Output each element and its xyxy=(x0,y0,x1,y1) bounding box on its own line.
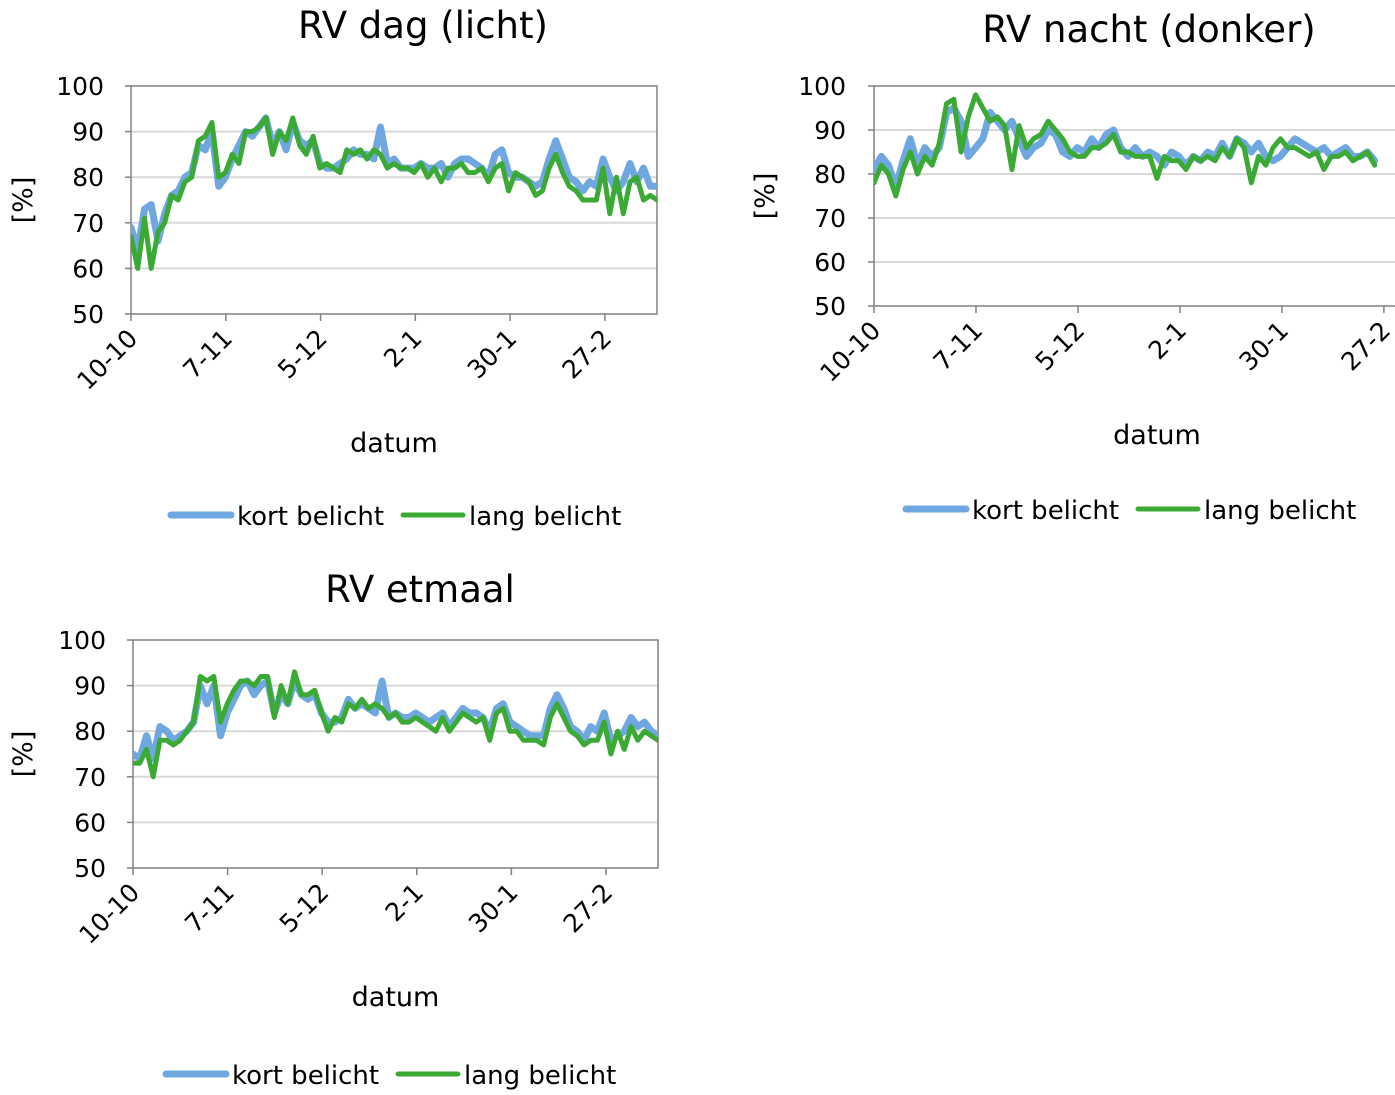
plot-area xyxy=(873,85,1395,307)
x-tick-label: 30-1 xyxy=(463,878,524,939)
y-axis-title: [%] xyxy=(8,177,39,224)
x-tick-label: 5-12 xyxy=(274,878,335,939)
x-tick-label: 7-11 xyxy=(179,878,240,939)
x-tick-label: 27-2 xyxy=(1336,316,1395,377)
chart-panel-rv-dag: RV dag (licht) 50 60 70 80 90 100 10-10 7-11 5-12… xyxy=(0,0,700,550)
x-axis-title: datum xyxy=(350,428,438,459)
x-tick-label: 5-12 xyxy=(1030,316,1091,377)
y-tick-label: 60 xyxy=(72,254,104,283)
y-tick-label: 100 xyxy=(798,72,846,101)
plot-area xyxy=(132,639,659,869)
x-tick-label: 30-1 xyxy=(1234,316,1295,377)
x-tick-label: 7-11 xyxy=(177,324,238,385)
x-tick-label: 7-11 xyxy=(928,316,989,377)
x-axis-title: datum xyxy=(1113,420,1201,451)
x-axis-title: datum xyxy=(352,982,440,1013)
x-tick-label: 5-12 xyxy=(272,324,333,385)
x-tick-label: 2-1 xyxy=(378,324,427,373)
chart-panel-rv-nacht: RV nacht (donker) 50 60 70 80 90 100 10-10 7-11 5… xyxy=(740,0,1395,550)
y-tick-label: 100 xyxy=(56,72,104,101)
y-axis-title: [%] xyxy=(8,731,39,778)
legend-label: lang belicht xyxy=(464,1061,616,1091)
y-tick-label: 70 xyxy=(814,204,846,233)
chart-title: RV etmaal xyxy=(325,568,515,611)
y-tick-label: 80 xyxy=(74,717,106,746)
plot-area xyxy=(130,85,658,315)
chart-svg: RV nacht (donker) 50 60 70 80 90 100 10-10 7-11 5… xyxy=(750,8,1395,526)
y-tick-label: 50 xyxy=(814,292,846,321)
legend-label: kort belicht xyxy=(237,502,384,532)
x-tick-label: 10-10 xyxy=(71,324,143,396)
y-tick-label: 60 xyxy=(74,808,106,837)
y-tick-label: 70 xyxy=(74,763,106,792)
legend: kort belicht lang belicht xyxy=(902,496,1356,526)
series-line-kort-belicht xyxy=(133,677,658,763)
y-tick-label: 90 xyxy=(74,672,106,701)
y-tick-label: 60 xyxy=(814,248,846,277)
series-line-lang-belicht xyxy=(133,669,658,780)
y-tick-label: 50 xyxy=(72,300,104,329)
y-axis-title: [%] xyxy=(750,173,781,220)
y-tick-label: 50 xyxy=(74,854,106,883)
legend: kort belicht lang belicht xyxy=(162,1061,616,1091)
chart-title: RV nacht (donker) xyxy=(982,8,1315,51)
chart-svg: RV etmaal 50 60 70 80 90 100 10-10 7-11 5-12 2-1 30… xyxy=(8,568,659,1091)
x-tick-label: 2-1 xyxy=(380,878,429,927)
x-tick-label: 2-1 xyxy=(1143,316,1192,365)
y-tick-label: 80 xyxy=(814,160,846,189)
series-line-lang-belicht xyxy=(874,92,1378,199)
legend-label: lang belicht xyxy=(1204,496,1356,526)
y-tick-label: 90 xyxy=(814,116,846,145)
chart-svg: RV dag (licht) 50 60 70 80 90 100 10-10 7-11 5-12… xyxy=(8,4,658,532)
legend-label: kort belicht xyxy=(972,496,1119,526)
x-tick-label: 27-2 xyxy=(558,878,619,939)
series-line-lang-belicht xyxy=(131,115,657,271)
x-tick-label: 27-2 xyxy=(556,324,617,385)
y-tick-label: 70 xyxy=(72,209,104,238)
series-line-kort-belicht xyxy=(131,114,657,254)
legend-label: lang belicht xyxy=(469,502,621,532)
x-tick-label: 10-10 xyxy=(73,878,145,950)
y-tick-label: 100 xyxy=(58,626,106,655)
chart-title: RV dag (licht) xyxy=(298,4,548,47)
y-tick-label: 80 xyxy=(72,163,104,192)
x-tick-label: 10-10 xyxy=(814,316,886,388)
chart-panel-rv-etmaal: RV etmaal 50 60 70 80 90 100 10-10 7-11 5-12 2-1 30… xyxy=(0,555,700,1095)
legend: kort belicht lang belicht xyxy=(167,502,621,532)
x-tick-label: 30-1 xyxy=(462,324,523,385)
legend-label: kort belicht xyxy=(232,1061,379,1091)
y-tick-label: 90 xyxy=(72,118,104,147)
